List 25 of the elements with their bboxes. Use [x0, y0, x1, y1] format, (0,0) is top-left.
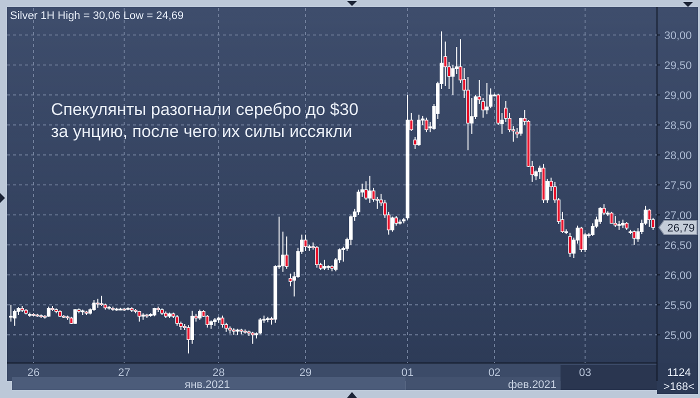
y-tick-label: 26,50 [664, 240, 692, 252]
y-tick-label: 25,00 [664, 330, 692, 342]
y-tick-label: 28,50 [664, 120, 692, 132]
y-tick-label: 30,00 [664, 30, 692, 42]
chart-title: Silver 1H High = 30,06 Low = 24,69 [10, 10, 184, 22]
y-tick-label: 27,00 [664, 210, 692, 222]
x-tick-label: 26 [27, 367, 40, 379]
text: >168< [663, 381, 695, 393]
text: янв.2021 [184, 379, 230, 391]
y-tick-label: 29,50 [664, 60, 692, 72]
x-tick-label: 27 [118, 367, 130, 379]
x-tick-label: 28 [212, 367, 225, 379]
x-tick-label: 02 [488, 367, 501, 379]
text: фев.2021 [508, 379, 557, 391]
y-tick-label: 28,00 [664, 150, 692, 162]
text: Спекулянты разогнали серебро до $30 за унцию, после чего их силы иссякли [51, 100, 358, 141]
text: 1124 [667, 367, 691, 379]
x-tick-label: 01 [401, 367, 414, 379]
y-tick-label: 26,00 [664, 270, 692, 282]
y-tick-label: 27,50 [664, 180, 692, 192]
text: 26,79 [667, 222, 695, 234]
y-tick-label: 29,00 [664, 90, 692, 102]
x-tick-label: 29 [299, 367, 312, 379]
x-tick-label: 03 [578, 367, 592, 379]
y-tick-label: 25,50 [664, 300, 692, 312]
